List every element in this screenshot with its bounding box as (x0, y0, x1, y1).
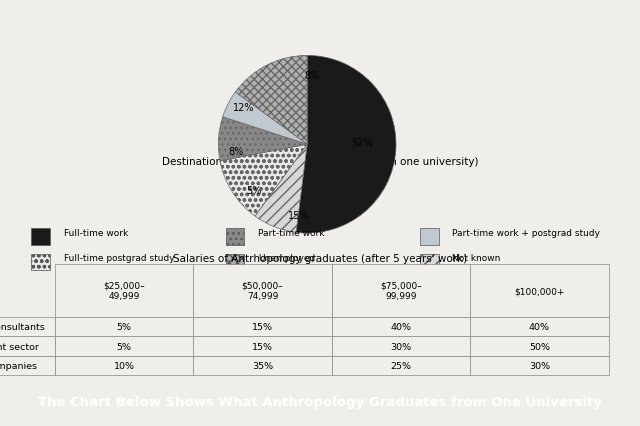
Wedge shape (223, 93, 307, 145)
Wedge shape (218, 118, 307, 161)
Wedge shape (255, 145, 307, 233)
Text: 5%: 5% (246, 186, 262, 196)
FancyBboxPatch shape (31, 254, 50, 271)
FancyBboxPatch shape (420, 229, 438, 245)
FancyBboxPatch shape (226, 229, 244, 245)
Text: 15%: 15% (287, 211, 309, 221)
Text: Part-time work: Part-time work (258, 228, 324, 237)
Text: 52%: 52% (351, 138, 373, 148)
Text: Full-time postgrad study: Full-time postgrad study (64, 254, 175, 263)
Text: 8%: 8% (304, 71, 319, 81)
Text: 8%: 8% (228, 147, 244, 157)
FancyBboxPatch shape (31, 229, 50, 245)
Text: The Chart Below Shows What Anthropology Graduates from One University: The Chart Below Shows What Anthropology … (38, 395, 602, 408)
Text: Unemployed: Unemployed (258, 254, 316, 263)
Text: Destination of Anthropology graduates (from one university): Destination of Anthropology graduates (f… (162, 157, 478, 167)
Wedge shape (236, 56, 307, 145)
Text: Part-time work + postgrad study: Part-time work + postgrad study (452, 228, 600, 237)
Wedge shape (296, 56, 396, 233)
Text: 12%: 12% (232, 103, 254, 112)
Wedge shape (220, 145, 307, 216)
Text: Full-time work: Full-time work (64, 228, 128, 237)
Text: Not known: Not known (452, 254, 501, 263)
FancyBboxPatch shape (226, 254, 244, 271)
FancyBboxPatch shape (420, 254, 438, 271)
Text: Salaries of Antrhopology graduates (after 5 years' work): Salaries of Antrhopology graduates (afte… (173, 253, 467, 263)
